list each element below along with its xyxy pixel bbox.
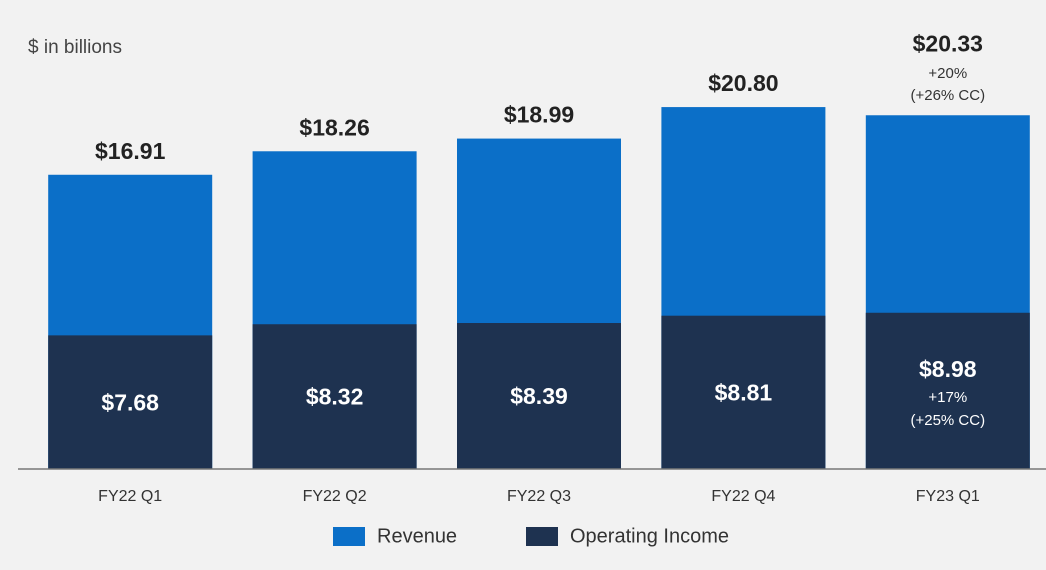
value-label: $8.32 [306,384,364,410]
value-label: $8.98 [919,356,977,382]
legend-label: Operating Income [570,525,729,547]
value-label: $8.39 [510,383,568,409]
operating-income-bar [865,312,1030,469]
legend-swatch [526,527,558,546]
chart-subtitle: $ in billions [28,37,122,58]
legend-swatch [333,527,365,546]
value-label: $18.99 [504,102,574,128]
value-label: $20.33 [913,30,983,56]
x-tick-label: FY22 Q4 [711,488,775,505]
cc-growth-label: (+26% CC) [910,87,985,104]
value-label: $7.68 [101,389,159,415]
x-tick-label: FY22 Q1 [98,488,162,505]
x-tick-label: FY22 Q3 [507,488,571,505]
value-label: $18.26 [299,114,369,140]
operating-income-bar [48,335,213,469]
value-label: $20.80 [708,70,778,96]
x-tick-label: FY23 Q1 [916,488,980,505]
operating-income-bar [661,315,826,469]
x-tick-label: FY22 Q2 [303,488,367,505]
operating-income-bar [457,323,621,469]
legend-label: Revenue [377,525,457,547]
operating-income-bar [252,324,417,469]
cc-growth-label: (+25% CC) [910,412,985,429]
growth-label: +20% [928,65,967,82]
growth-label: +17% [928,389,967,406]
value-label: $16.91 [95,138,166,164]
value-label: $8.81 [715,379,773,405]
